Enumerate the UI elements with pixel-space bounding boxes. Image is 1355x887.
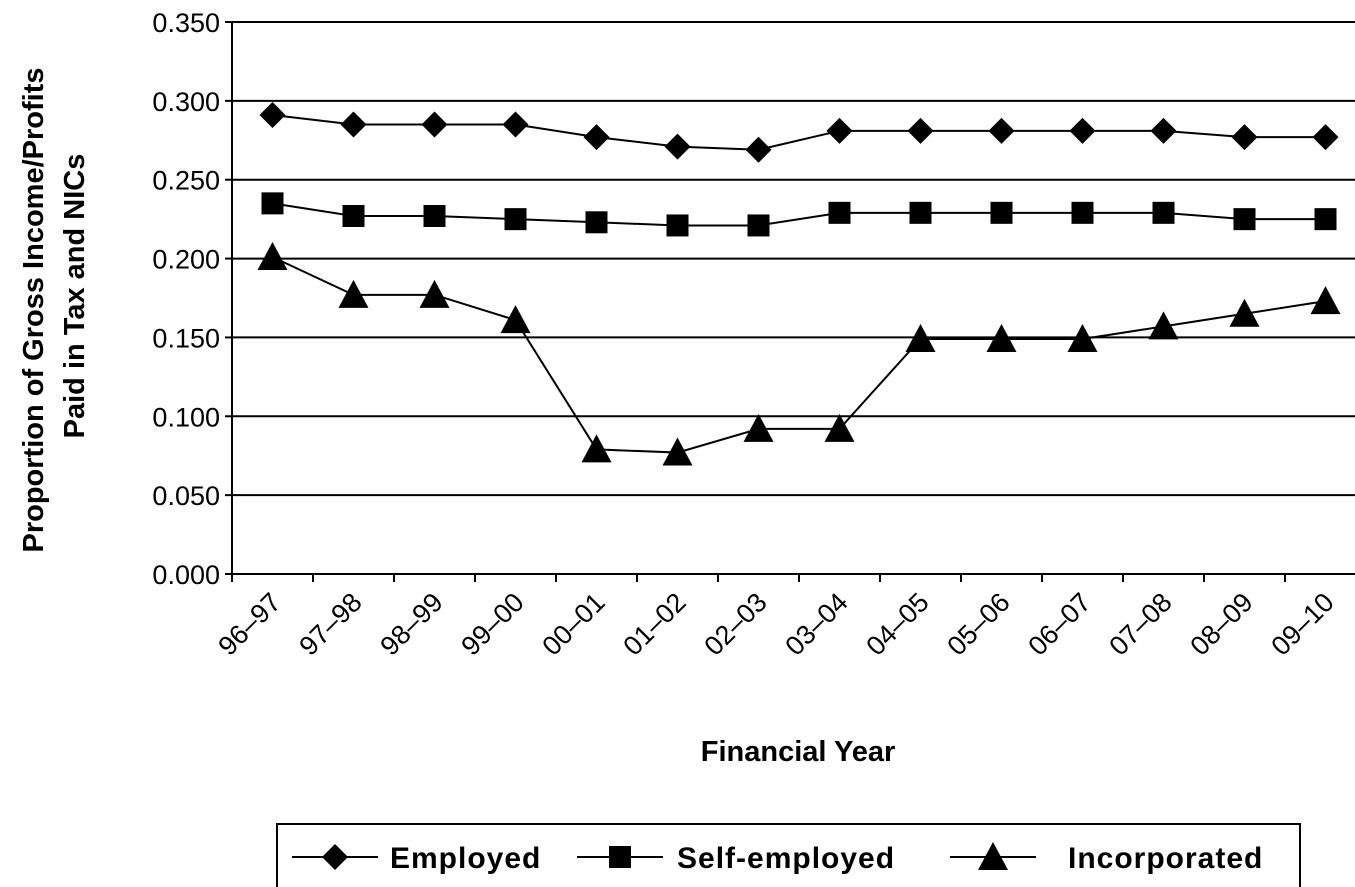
x-tick-label: 01–02 — [617, 587, 691, 661]
series-markers — [257, 102, 1341, 466]
data-point-incorporated — [1229, 298, 1260, 327]
y-tick-label: 0.350 — [152, 8, 220, 38]
legend-box — [276, 823, 1301, 887]
data-point-employed — [1231, 124, 1258, 151]
x-tick-label: 97–98 — [293, 587, 367, 661]
data-point-self-employed — [666, 214, 689, 237]
data-point-employed — [1069, 117, 1096, 144]
x-tick-label: 02–03 — [698, 587, 772, 661]
data-point-employed — [745, 136, 772, 163]
data-point-employed — [502, 111, 529, 138]
data-point-self-employed — [1152, 201, 1175, 224]
x-tick-label: 00–01 — [536, 587, 610, 661]
data-point-self-employed — [423, 204, 446, 227]
data-point-employed — [1312, 124, 1339, 151]
legend-marker-incorporated — [978, 842, 1008, 870]
data-point-incorporated — [662, 437, 693, 466]
data-point-employed — [583, 124, 610, 151]
x-tick-label: 06–07 — [1022, 587, 1096, 661]
data-point-incorporated — [338, 279, 369, 308]
data-point-self-employed — [990, 201, 1013, 224]
data-point-employed — [421, 111, 448, 138]
data-point-self-employed — [1233, 208, 1256, 231]
data-point-self-employed — [1071, 201, 1094, 224]
y-axis-title-line-2: Paid in Tax and NICs — [59, 154, 91, 439]
data-point-employed — [259, 102, 286, 129]
data-point-incorporated — [905, 324, 936, 353]
data-point-incorporated — [419, 279, 450, 308]
data-point-employed — [664, 133, 691, 160]
data-point-self-employed — [828, 201, 851, 224]
series-line-self-employed — [272, 202, 1326, 227]
data-point-self-employed — [909, 201, 932, 224]
data-point-employed — [340, 111, 367, 138]
y-tick-labels: 0.000 0.050 0.100 0.150 0.200 0.250 0.300 0.350 — [152, 8, 220, 590]
x-tick-label: 04–05 — [860, 587, 934, 661]
legend-label-self-employed: Self-employed — [677, 842, 895, 875]
y-tick-label: 0.200 — [152, 245, 220, 275]
x-tick-label: 98–99 — [374, 587, 448, 661]
x-tick-label: 03–04 — [779, 587, 853, 661]
data-point-incorporated — [500, 305, 531, 334]
legend-label-incorporated: Incorporated — [1068, 842, 1263, 875]
data-point-self-employed — [747, 214, 770, 237]
y-tick-label: 0.250 — [152, 166, 220, 196]
legend-items: Employed Self-employed Incorporated — [292, 842, 1263, 875]
data-point-incorporated — [257, 241, 288, 270]
x-tick-label: 07–08 — [1103, 587, 1177, 661]
x-tick-label: 09–10 — [1265, 587, 1339, 661]
x-tick-label: 96–97 — [212, 587, 286, 661]
axes — [225, 21, 1355, 582]
data-point-employed — [826, 117, 853, 144]
y-tick-label: 0.100 — [152, 402, 220, 432]
data-point-incorporated — [1310, 286, 1341, 315]
data-point-incorporated — [743, 413, 774, 442]
x-axis-title: Financial Year — [701, 736, 896, 768]
y-tick-label: 0.150 — [152, 323, 220, 353]
data-point-incorporated — [1148, 311, 1179, 340]
x-tick-label: 08–09 — [1184, 587, 1258, 661]
x-tick-labels: 96–97 97–98 98–99 99–00 00–01 01–02 02–03 03–04… — [212, 587, 1339, 661]
y-tick-label: 0.050 — [152, 481, 220, 511]
y-tick-label: 0.000 — [152, 560, 220, 590]
data-point-incorporated — [824, 413, 855, 442]
series-line-employed — [272, 114, 1326, 151]
data-point-self-employed — [342, 204, 365, 227]
data-point-self-employed — [1314, 208, 1337, 231]
gridlines — [232, 21, 1355, 497]
data-point-incorporated — [581, 434, 612, 463]
data-point-incorporated — [1067, 324, 1098, 353]
series-line-incorporated — [272, 256, 1326, 454]
data-point-incorporated — [986, 324, 1017, 353]
data-point-self-employed — [504, 208, 527, 231]
series-lines — [272, 114, 1326, 454]
y-tick-label: 0.300 — [152, 87, 220, 117]
legend: Employed Self-employed Incorporated — [276, 823, 1301, 887]
legend-marker-self-employed — [609, 846, 631, 868]
data-point-self-employed — [261, 192, 284, 215]
legend-marker-employed — [322, 844, 348, 870]
x-tick-label: 99–00 — [455, 587, 529, 661]
data-point-employed — [988, 117, 1015, 144]
x-tick-label: 05–06 — [941, 587, 1015, 661]
y-axis-title-line-1: Proportion of Gross Income/Profits — [18, 68, 50, 553]
legend-label-employed: Employed — [390, 842, 541, 875]
data-point-employed — [907, 117, 934, 144]
data-point-employed — [1150, 117, 1177, 144]
data-point-self-employed — [585, 211, 608, 234]
